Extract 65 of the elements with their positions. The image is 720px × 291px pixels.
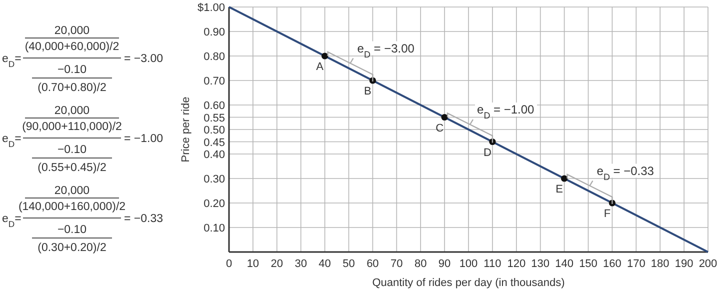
y-tick-label: 0.10 — [204, 222, 225, 234]
text: = −0.33 — [124, 213, 164, 225]
text: 20,000 — [54, 185, 90, 197]
data-label: D — [483, 146, 492, 159]
x-tick-label: 10 — [246, 258, 260, 270]
annotation: e$_{D}$ = −3.00 — [357, 41, 415, 60]
text: −0.10 — [57, 224, 87, 236]
text: 20,000 — [54, 25, 90, 37]
x-tick-label: 20 — [270, 258, 284, 270]
point — [322, 52, 328, 60]
x-tick-label: 200 — [698, 258, 718, 270]
x-tick-label: 190 — [674, 258, 694, 270]
text: (40,000+60,000)/2 — [24, 41, 120, 53]
text: = −1.00 — [124, 133, 164, 145]
x-tick-label: 150 — [579, 258, 598, 270]
text: = −3.00 — [124, 53, 164, 65]
text: (140,000+160,000)/2 — [18, 201, 126, 213]
text: 20,000 — [54, 105, 90, 117]
y-axis-title: Price per ride — [180, 96, 192, 162]
y-tick-label: 0.55 — [204, 112, 225, 124]
x-tick-label: 50 — [342, 258, 355, 270]
data-label: E — [556, 184, 563, 196]
point — [441, 114, 448, 121]
x-tick-label: 70 — [390, 258, 403, 270]
x-tick-label: 90 — [438, 258, 451, 270]
text: e$_{D}$= — [2, 213, 22, 229]
x-axis-title: Quantity of rides per day (in thousands) — [372, 277, 565, 289]
text: −0.10 — [57, 144, 87, 156]
x-tick-label: 110 — [484, 258, 502, 270]
y-tick-label: 0.45 — [204, 136, 225, 149]
y-tick-label: 0.90 — [204, 26, 225, 38]
y-tick-label: 0.30 — [204, 174, 225, 186]
y-tick-label: 0.80 — [204, 51, 225, 63]
data-label: B — [364, 86, 372, 98]
text: −0.10 — [57, 64, 87, 76]
x-tick-label: 130 — [531, 258, 550, 270]
data-label: F — [604, 208, 611, 220]
text: (0.55+0.45)/2 — [38, 162, 106, 174]
x-tick-label: 100 — [459, 258, 478, 270]
text: (90,000+110,000)/2 — [22, 121, 122, 133]
text: (0.70+0.80)/2 — [38, 82, 106, 94]
y-tick-label: 0.70 — [204, 76, 225, 88]
x-tick-label: 40 — [318, 258, 331, 270]
x-tick-label: 180 — [650, 258, 670, 270]
x-tick-label: 30 — [294, 258, 307, 270]
x-tick-label: 0 — [226, 258, 232, 270]
y-tick-label: $1.00 — [197, 2, 225, 14]
text: e$_{D}$= — [2, 133, 22, 149]
y-tick-label: 0.20 — [204, 198, 225, 210]
x-tick-label: 160 — [603, 258, 622, 270]
x-tick-label: 170 — [626, 258, 646, 270]
x-tick-label: 120 — [507, 258, 526, 270]
x-tick-label: 140 — [555, 258, 574, 270]
annotation: e$_{D}$ = −0.33 — [596, 164, 654, 182]
x-tick-label: 60 — [366, 258, 379, 270]
data-label: A — [316, 61, 324, 73]
annotation: e$_{D}$ = −1.00 — [477, 102, 535, 120]
y-tick-label: 0.60 — [204, 100, 225, 112]
text: e$_{D}$= — [2, 53, 22, 69]
data-label: C — [436, 122, 444, 134]
y-tick-label: 0.50 — [204, 124, 225, 136]
y-tick-label: 0.40 — [204, 149, 225, 161]
point — [561, 175, 568, 182]
text: (0.30+0.20)/2 — [38, 242, 106, 254]
x-tick-label: 80 — [414, 258, 427, 270]
